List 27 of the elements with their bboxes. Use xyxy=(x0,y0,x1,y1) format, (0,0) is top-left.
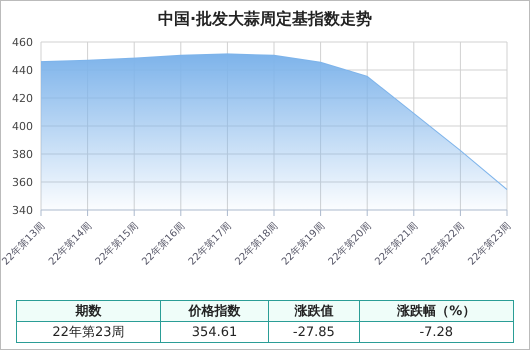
text: 354.61 xyxy=(160,322,269,342)
text: 涨跌值 xyxy=(268,300,360,322)
x-tick-label: 22年第18周 xyxy=(232,220,280,268)
y-tick-label: 420 xyxy=(12,92,33,105)
y-tick-label: 340 xyxy=(12,204,33,217)
text: -27.85 xyxy=(268,322,360,342)
x-tick-label: 22年第23周 xyxy=(466,220,514,268)
x-tick-label: 22年第20周 xyxy=(326,220,374,268)
x-tick-label: 22年第14周 xyxy=(46,220,94,268)
y-tick-label: 460 xyxy=(12,36,33,49)
x-tick-label: 22年第16周 xyxy=(139,220,188,268)
y-tick-label: 380 xyxy=(12,148,33,161)
text: 价格指数 xyxy=(160,300,269,322)
chart-title: 中国·批发大蒜周定基指数走势 xyxy=(156,9,374,30)
text: -7.28 xyxy=(359,322,514,342)
x-tick-label: 22年第19周 xyxy=(279,220,327,268)
x-tick-label: 22年第21周 xyxy=(372,220,420,268)
x-tick-label: 22年第17周 xyxy=(186,220,234,268)
x-tick-label: 22年第22周 xyxy=(419,220,467,268)
y-tick-label: 440 xyxy=(12,64,33,77)
text: 涨跌幅（%） xyxy=(359,300,514,322)
text: 期数 xyxy=(16,300,160,322)
text: 22年第23周 xyxy=(16,322,160,342)
x-tick-label: 22年第15周 xyxy=(92,220,141,268)
x-tick-label: 22年第13周 xyxy=(0,220,48,268)
y-tick-label: 400 xyxy=(12,120,33,133)
y-tick-label: 360 xyxy=(12,176,33,189)
